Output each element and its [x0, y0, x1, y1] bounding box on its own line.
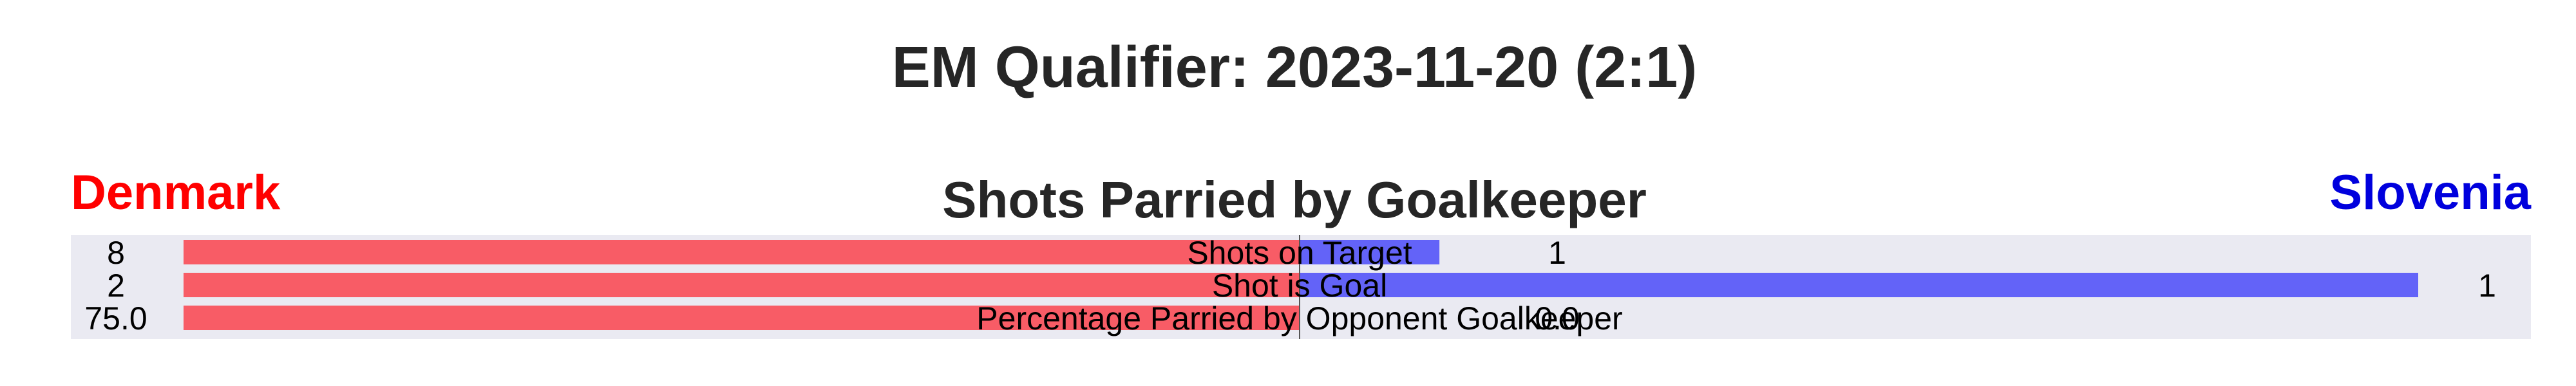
- team-left-label: Denmark: [71, 165, 281, 220]
- bar-left-0: [184, 240, 1300, 264]
- value-left-1: 2: [107, 268, 125, 304]
- bar-left-2: [184, 306, 1300, 330]
- category-label-0: Shots on Target: [1187, 235, 1412, 271]
- chart-subtitle: Shots Parried by Goalkeeper: [942, 171, 1647, 228]
- team-right-label: Slovenia: [2329, 165, 2531, 220]
- bar-right-1: [1300, 273, 2418, 297]
- value-right-2: 0.0: [1535, 300, 1580, 336]
- value-right-1: 1: [2478, 268, 2496, 304]
- category-label-1: Shot is Goal: [1212, 268, 1387, 304]
- bar-left-1: [184, 273, 1300, 297]
- chart-title: EM Qualifier: 2023-11-20 (2:1): [892, 35, 1698, 100]
- value-left-2: 75.0: [84, 300, 147, 336]
- value-right-0: 1: [1548, 235, 1566, 271]
- value-left-0: 8: [107, 235, 125, 271]
- category-label-2: Percentage Parried by Opponent Goalkeepe…: [976, 300, 1622, 336]
- bar-right-0: [1300, 240, 1440, 264]
